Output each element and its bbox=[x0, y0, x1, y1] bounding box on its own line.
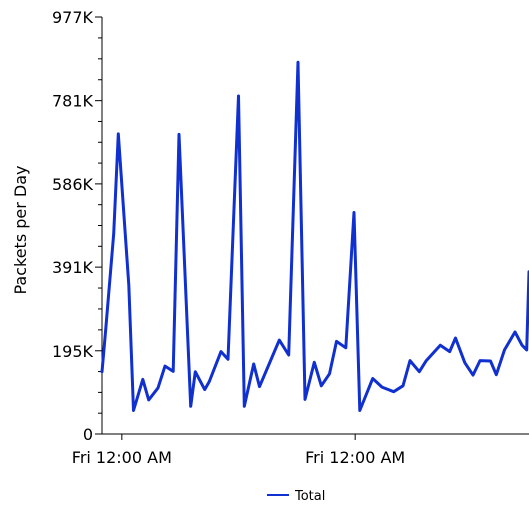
x-tick-label: Fri 12:00 AM bbox=[305, 448, 405, 467]
y-tick-label: 781K bbox=[52, 92, 94, 111]
x-tick-label: Fri 12:00 AM bbox=[72, 448, 172, 467]
y-tick-label: 195K bbox=[52, 342, 94, 361]
y-axis-label: Packets per Day bbox=[11, 165, 30, 294]
y-tick-label: 0 bbox=[83, 425, 93, 444]
y-axis-ticks: 0 195K 391K 586K 781K 977K bbox=[52, 8, 102, 444]
y-tick-label: 586K bbox=[52, 175, 94, 194]
x-axis-ticks: Fri 12:00 AM Fri 12:00 AM bbox=[72, 434, 405, 467]
series-line-total bbox=[100, 60, 529, 412]
chart-series bbox=[100, 60, 529, 412]
y-tick-label: 977K bbox=[52, 8, 94, 27]
chart-legend: Total bbox=[267, 489, 325, 504]
y-tick-label: 391K bbox=[52, 258, 94, 277]
legend-label-total: Total bbox=[294, 489, 325, 504]
